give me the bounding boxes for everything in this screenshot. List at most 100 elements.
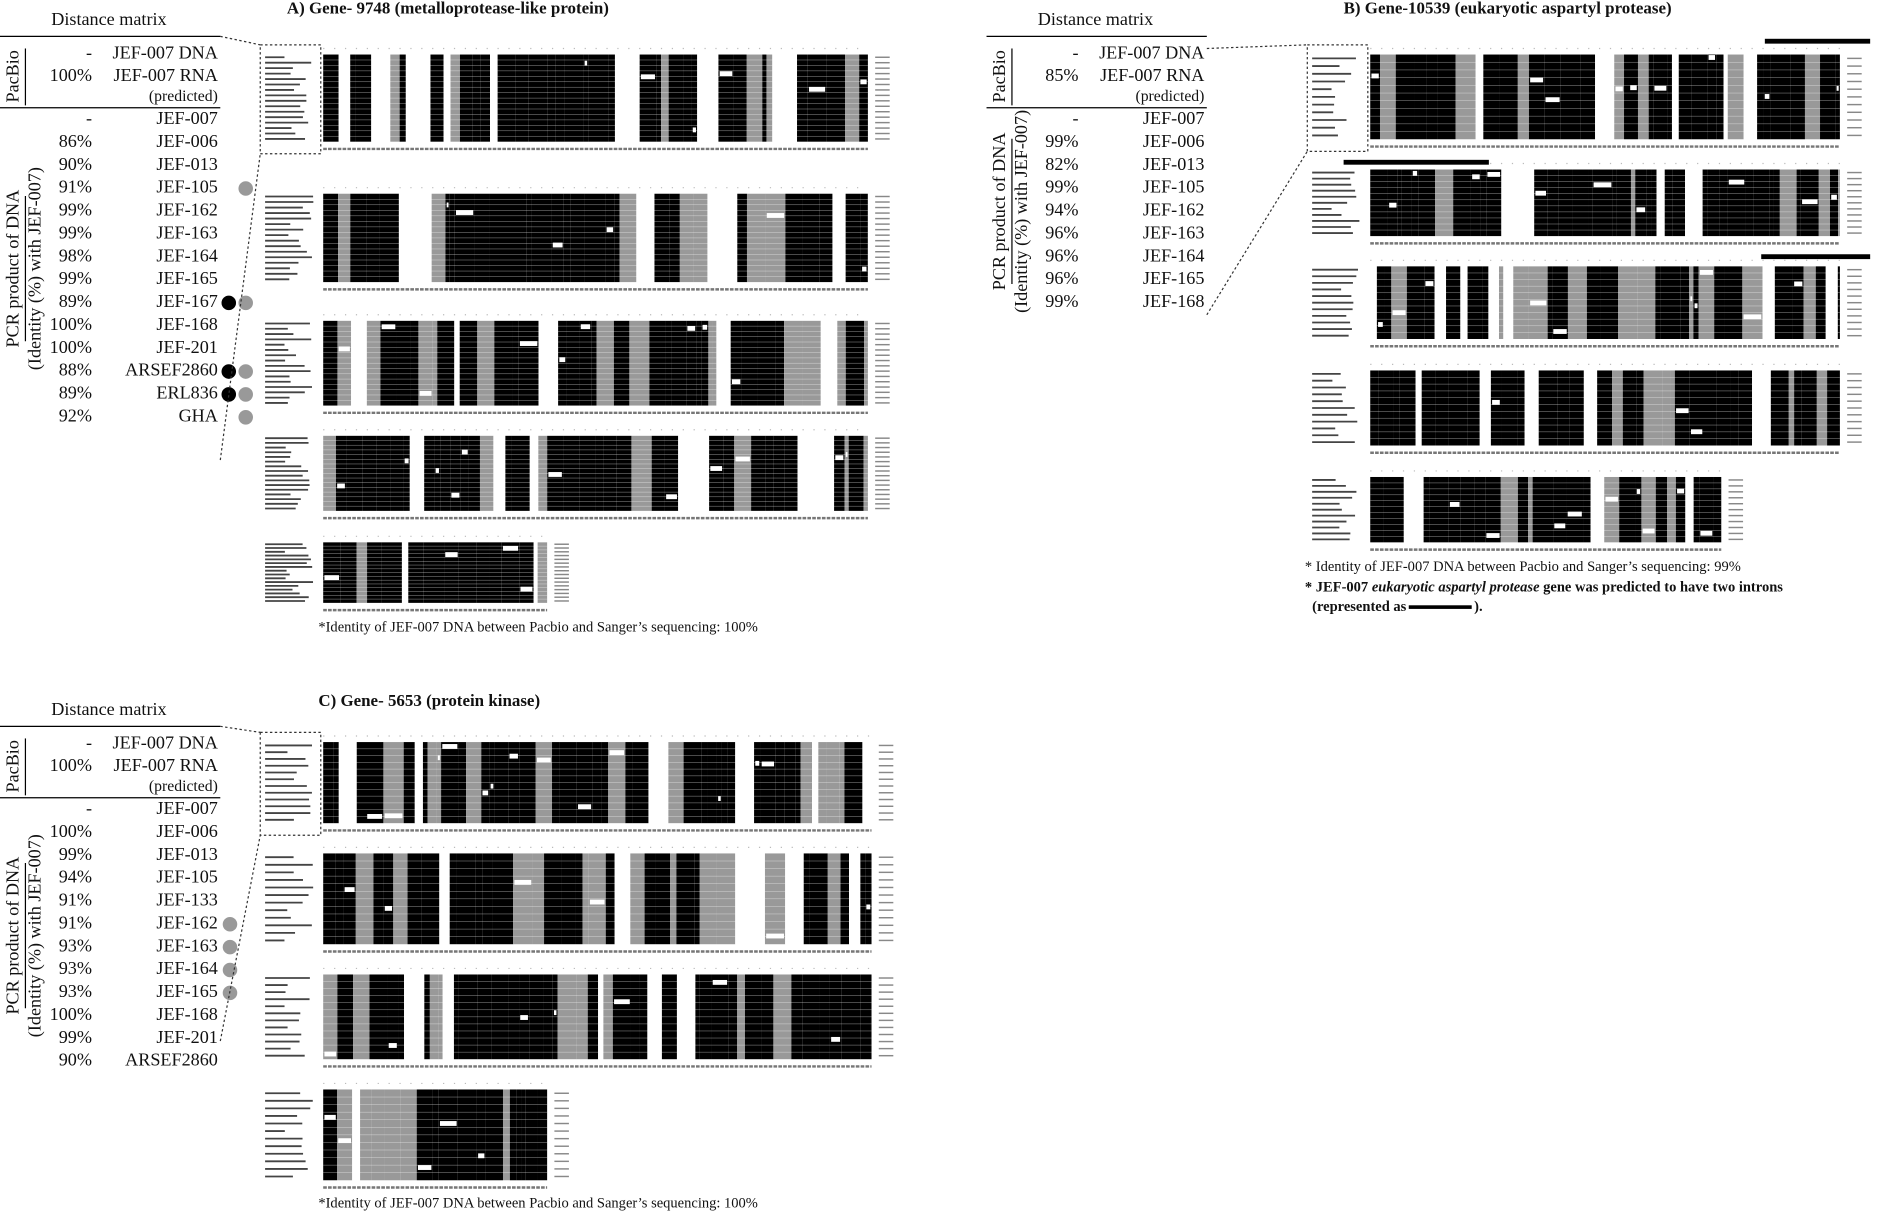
pcr-label: PCR product of DNA xyxy=(3,857,23,1015)
alignment-column xyxy=(1651,169,1657,237)
alignment-column xyxy=(1827,370,1840,446)
alignment-column xyxy=(1727,169,1746,237)
note: (predicted) xyxy=(1135,88,1204,105)
alignment-column xyxy=(1600,266,1619,339)
alignment-column xyxy=(1685,476,1694,543)
identity: - xyxy=(86,43,92,63)
alignment-column xyxy=(1616,169,1631,237)
mismatch xyxy=(419,390,432,396)
alignment-block xyxy=(1312,162,1862,245)
mismatch xyxy=(702,324,708,330)
alignment-column xyxy=(1637,54,1649,140)
alignment-block xyxy=(1312,259,1862,348)
pacbio-label: PacBio xyxy=(3,740,23,792)
alignment-column xyxy=(1500,476,1518,543)
pcr-label: (Identity (%) with JEF-007) xyxy=(24,834,45,1037)
identity: 99% xyxy=(59,268,92,288)
mismatch xyxy=(1389,202,1397,208)
alignment-column xyxy=(1753,169,1770,237)
alignment-column xyxy=(1572,169,1589,237)
matrix-title: Distance matrix xyxy=(51,699,166,719)
alignment-column xyxy=(1446,266,1461,339)
mismatch xyxy=(808,86,826,92)
mismatch xyxy=(1486,533,1500,538)
alignment-column xyxy=(1723,54,1728,140)
alignment-block xyxy=(1312,47,1862,148)
alignment-column xyxy=(1498,266,1504,339)
mismatch xyxy=(415,76,430,82)
mismatch xyxy=(1794,281,1803,287)
footnote-part: *Identity of JEF-007 DNA between Pacbio … xyxy=(318,1196,758,1212)
mismatch xyxy=(403,560,408,566)
identity: 99% xyxy=(59,222,92,242)
mismatch xyxy=(731,379,741,385)
alignment-column xyxy=(1693,266,1699,339)
mismatch xyxy=(1700,530,1713,536)
alignment-block xyxy=(265,1082,569,1189)
alignment-column xyxy=(1724,266,1743,339)
sample-name: JEF-168 xyxy=(1143,291,1204,311)
sample-name: JEF-013 xyxy=(156,154,217,174)
identity: 99% xyxy=(59,844,92,864)
panel-title: B) Gene-10539 (eukaryotic aspartyl prote… xyxy=(1344,0,1672,18)
alignment-column xyxy=(1816,370,1828,446)
marker-dot xyxy=(238,181,253,196)
mismatch xyxy=(835,455,844,461)
alignment-column xyxy=(1790,54,1805,140)
alignment-column xyxy=(1583,370,1598,446)
pcr-label: PCR product of DNA xyxy=(989,133,1009,291)
sample-name: JEF-133 xyxy=(156,890,217,910)
footnote: * Identity of JEF-007 DNA between Pacbio… xyxy=(1305,559,1741,575)
alignment-column xyxy=(1479,370,1491,446)
mismatch xyxy=(1630,85,1637,91)
marker-dot xyxy=(221,295,237,311)
mismatch xyxy=(1567,511,1582,517)
alignment-column xyxy=(1467,370,1480,446)
identity: - xyxy=(86,108,92,128)
alignment-column xyxy=(1691,54,1708,140)
sample-name: JEF-164 xyxy=(156,958,217,978)
identity: 100% xyxy=(50,1004,92,1024)
alignment-column xyxy=(1384,266,1392,339)
link-box xyxy=(259,731,322,836)
marker-dot xyxy=(238,410,253,425)
alignment-column xyxy=(1434,266,1447,339)
identity: 94% xyxy=(1045,200,1078,220)
mismatch xyxy=(640,74,655,80)
sample-name: JEF-165 xyxy=(156,268,217,288)
alignment-column xyxy=(1370,266,1377,339)
alignment-column xyxy=(1820,54,1836,140)
mismatch xyxy=(514,879,532,885)
alignment-block xyxy=(265,735,894,832)
alignment-column xyxy=(1838,169,1840,237)
alignment-column xyxy=(1689,266,1694,339)
alignment-column xyxy=(1475,54,1484,140)
alignment-column xyxy=(1636,370,1644,446)
identity: 99% xyxy=(1045,177,1078,197)
panel-title: A) Gene- 9748 (metalloprotease-like prot… xyxy=(287,0,609,18)
alignment-block xyxy=(265,314,890,415)
alignment-column xyxy=(1406,266,1425,339)
mismatch xyxy=(761,761,775,767)
alignment-column xyxy=(1837,266,1840,339)
mismatch xyxy=(1449,501,1460,507)
pacbio-label: PacBio xyxy=(989,50,1009,102)
alignment-column xyxy=(1399,370,1416,446)
marker-dot xyxy=(238,295,253,311)
footnote-part: *Identity of JEF-007 DNA between Pacbio … xyxy=(318,620,758,636)
identity: 100% xyxy=(50,65,92,85)
identity: 99% xyxy=(1045,291,1078,311)
alignment-column xyxy=(1517,476,1529,543)
identity: 100% xyxy=(50,821,92,841)
alignment-column xyxy=(1743,54,1758,140)
identity: 90% xyxy=(59,154,92,174)
alignment-column xyxy=(1699,476,1714,543)
sample-name: JEF-163 xyxy=(156,222,217,242)
alignment-column xyxy=(1547,266,1553,339)
alignment-column xyxy=(1580,54,1596,140)
footnote: (represented as xyxy=(1312,599,1407,615)
mismatch xyxy=(1545,97,1560,103)
alignment-column xyxy=(1393,370,1400,446)
alignment-column xyxy=(1774,266,1793,339)
mismatch xyxy=(1836,85,1839,91)
